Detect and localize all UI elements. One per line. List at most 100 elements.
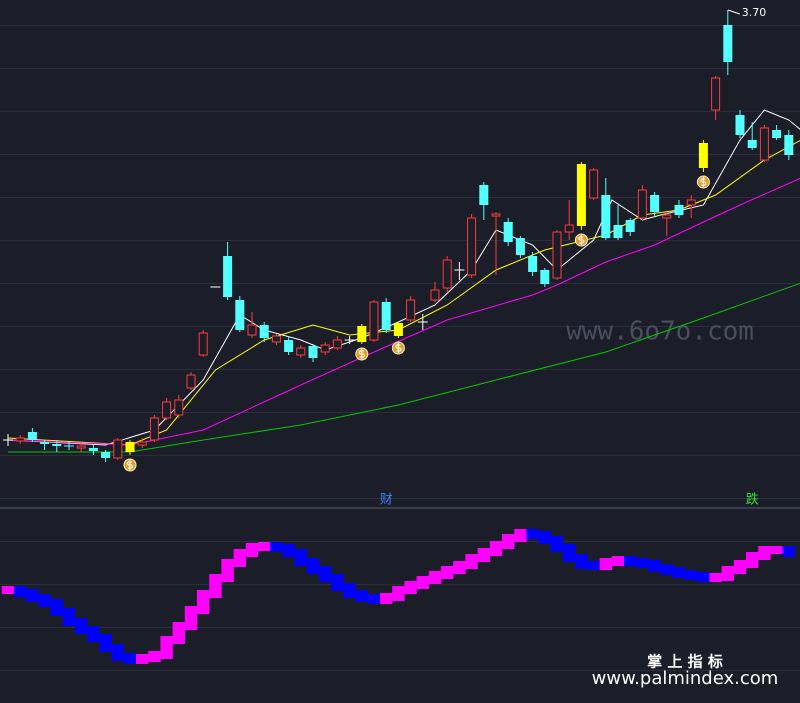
candle-body: [723, 25, 733, 62]
indicator-step: [258, 542, 271, 551]
candle-body: [759, 127, 769, 161]
candle-body: [564, 224, 574, 233]
annotation: 财: [380, 493, 393, 508]
candle-body: [491, 213, 501, 217]
candle-body: [552, 231, 562, 279]
indicator-step: [453, 561, 466, 574]
ma-line: [7, 109, 800, 446]
indicator-step: [441, 566, 454, 579]
indicator-step: [172, 622, 185, 644]
watermark: www.6o7o.com: [566, 317, 754, 347]
candle-body: [747, 140, 757, 148]
candle-body: [27, 432, 37, 440]
indicator-step: [770, 546, 783, 554]
candle-body: [698, 143, 708, 168]
indicator-step: [233, 549, 246, 567]
candle-body: [284, 340, 294, 352]
candle-body: [650, 195, 660, 212]
candle-body: [125, 442, 135, 452]
candle-body: [296, 347, 306, 356]
indicator-step: [380, 593, 393, 604]
indicator-step: [538, 531, 551, 544]
indicator-step: [685, 570, 698, 580]
candle-body: [15, 437, 25, 442]
indicator-step: [270, 542, 283, 552]
candle-body: [381, 302, 391, 330]
indicator-step: [209, 574, 222, 598]
indicator-step: [282, 544, 295, 557]
candle-body: [235, 300, 245, 330]
indicator-step: [428, 571, 442, 584]
candle-body: [686, 199, 696, 206]
indicator-step: [587, 561, 600, 570]
indicator-step: [197, 590, 210, 614]
peak-label: 3.70: [742, 6, 767, 19]
indicator-step: [721, 566, 734, 581]
candle-body: [259, 325, 269, 338]
indicator-step: [111, 644, 124, 661]
indicator-step: [709, 573, 722, 582]
indicator-step: [465, 554, 478, 569]
candle-body: [479, 185, 489, 205]
candle-body: [369, 301, 379, 341]
indicator-step: [575, 554, 588, 569]
indicator-step: [50, 599, 63, 616]
indicator-step: [477, 548, 490, 562]
indicator-step: [355, 590, 368, 602]
indicator-step: [331, 574, 344, 591]
indicator-step: [367, 594, 381, 604]
candle-body: [430, 289, 440, 301]
candle-body: [308, 346, 318, 358]
indicator-step: [123, 653, 137, 664]
candle-body: [271, 335, 281, 343]
indicator-step: [746, 552, 759, 568]
candle-body: [613, 225, 623, 238]
candle-body: [625, 220, 635, 232]
candle-body: [467, 217, 477, 276]
candle-body: [662, 214, 672, 219]
candle-body: [247, 324, 257, 336]
candle-body: [52, 444, 62, 446]
candle-body: [674, 205, 684, 215]
candle-body: [601, 195, 611, 238]
indicator-step: [38, 594, 51, 607]
indicator-step: [550, 536, 564, 552]
indicator-step: [99, 634, 112, 652]
indicator-step: [404, 581, 417, 594]
indicator-step: [514, 529, 527, 542]
candle-body: [149, 417, 159, 441]
money-bag-sign: [395, 343, 402, 353]
indicator-step: [160, 636, 173, 659]
indicator-step: [392, 586, 405, 601]
annotation: 跌: [746, 492, 759, 508]
money-bag-sign: [700, 177, 707, 187]
candle-body: [515, 238, 525, 255]
indicator-step: [416, 576, 429, 589]
candle-body: [113, 439, 123, 459]
indicator-step: [184, 606, 198, 630]
indicator-step: [306, 558, 320, 574]
candle-body: [186, 374, 196, 389]
indicator-step: [319, 566, 332, 582]
candle-body: [589, 169, 599, 199]
indicator-step: [733, 560, 747, 574]
indicator-step: [502, 534, 515, 549]
candle-body: [174, 399, 184, 416]
indicator-step: [648, 560, 661, 572]
brand: 掌 上 指 标: [647, 653, 723, 671]
money-bag-sign: [127, 460, 133, 470]
indicator-step: [672, 567, 686, 578]
candle-body: [772, 130, 782, 138]
candle-body: [198, 332, 208, 356]
candle-body: [784, 135, 794, 155]
indicator-step: [660, 564, 673, 575]
candle-body: [540, 270, 550, 284]
indicator-step: [294, 549, 307, 566]
indicator-step: [1, 586, 15, 594]
candle-body: [711, 77, 721, 111]
candle-body: [735, 115, 745, 135]
indicator-step: [87, 626, 100, 642]
indicator-step: [563, 544, 576, 562]
candle-body: [442, 259, 452, 289]
